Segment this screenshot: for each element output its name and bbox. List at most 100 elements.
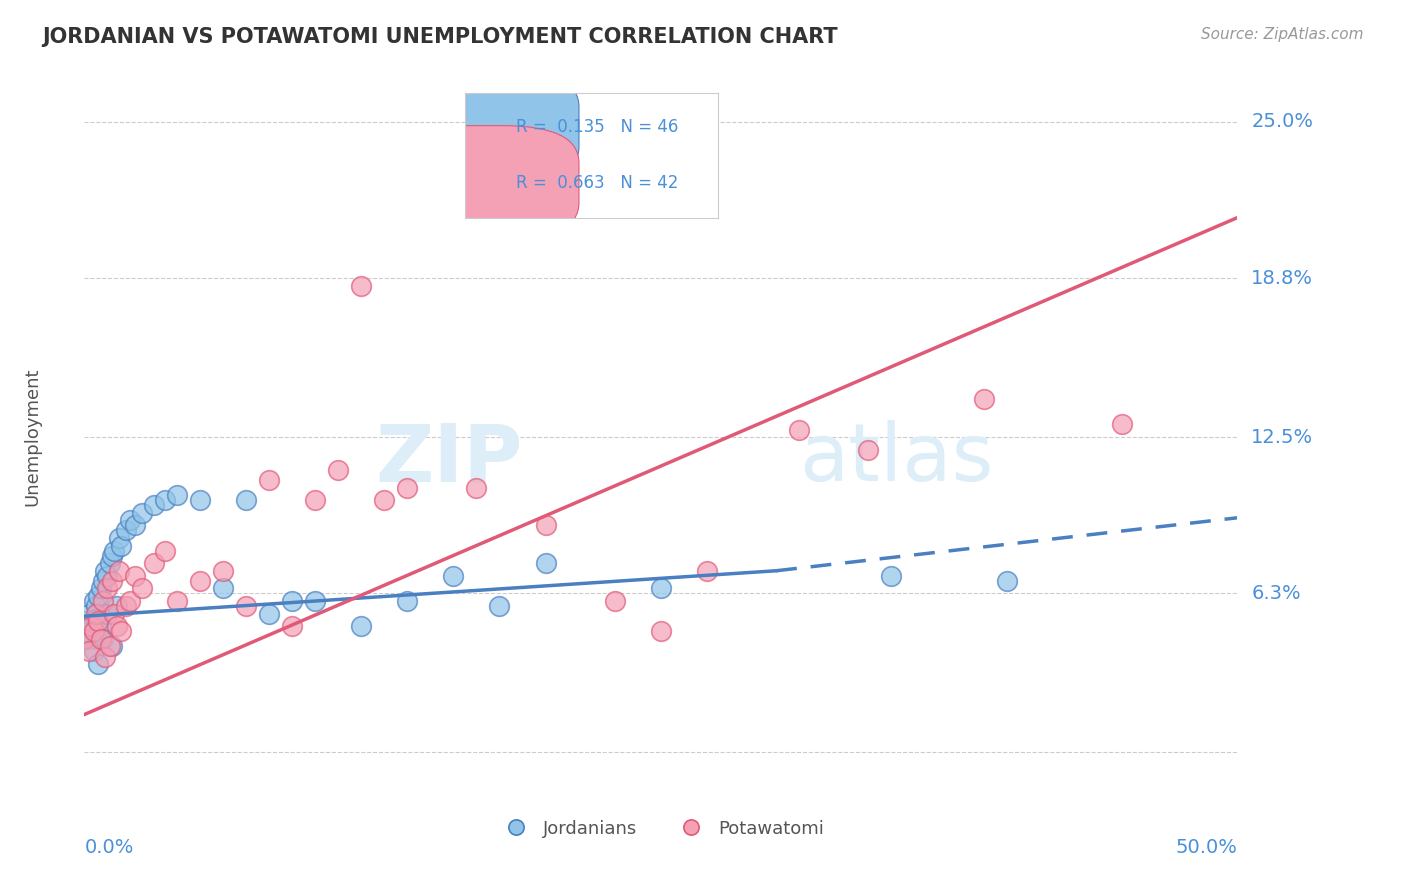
Point (350, 278, 373, 293)
Point (89, 619, 111, 633)
Point (77, 607, 100, 621)
Point (650, 582, 672, 596)
Point (142, 498, 165, 512)
Point (166, 488, 188, 502)
Point (115, 599, 138, 613)
Point (235, 493, 257, 508)
Point (80, 619, 103, 633)
Text: 50.0%: 50.0% (1175, 838, 1237, 856)
Point (87, 589, 110, 603)
Point (465, 481, 488, 495)
Text: 0.0%: 0.0% (84, 838, 134, 856)
Point (131, 506, 153, 520)
Point (211, 564, 233, 578)
Text: atlas: atlas (799, 420, 994, 498)
Text: Source: ZipAtlas.com: Source: ZipAtlas.com (1201, 27, 1364, 42)
Text: JORDANIAN VS POTAWATOMI UNEMPLOYMENT CORRELATION CHART: JORDANIAN VS POTAWATOMI UNEMPLOYMENT COR… (42, 27, 838, 46)
Point (650, 624, 672, 639)
Point (696, 564, 718, 578)
Point (995, 574, 1018, 588)
Point (83, 624, 105, 639)
Point (131, 582, 153, 596)
Text: Unemployment: Unemployment (24, 368, 42, 507)
Point (96, 569, 118, 583)
Point (87, 657, 110, 671)
Point (1111, 417, 1133, 432)
Point (110, 624, 132, 639)
Point (87, 614, 110, 628)
Point (441, 569, 464, 583)
Text: ZIP: ZIP (375, 420, 523, 498)
Point (91, 632, 114, 646)
Point (534, 556, 557, 570)
Point (396, 594, 419, 608)
Point (84, 599, 107, 613)
Point (115, 524, 138, 538)
Point (73, 614, 96, 628)
Point (96, 607, 118, 621)
Text: 6.3%: 6.3% (1251, 584, 1301, 603)
Point (89, 632, 111, 646)
Point (77, 644, 100, 658)
Point (211, 582, 233, 596)
Point (84, 612, 107, 626)
Point (257, 473, 280, 487)
Point (120, 513, 142, 527)
Point (94, 564, 117, 578)
Point (124, 518, 146, 533)
Text: 25.0%: 25.0% (1251, 112, 1313, 131)
Point (80, 619, 103, 633)
Point (105, 599, 128, 613)
Point (94, 649, 117, 664)
Point (281, 619, 304, 633)
Point (257, 607, 280, 621)
Point (858, 442, 880, 457)
Point (153, 543, 176, 558)
Point (80, 632, 103, 646)
Point (96, 582, 118, 596)
Point (76, 624, 98, 639)
Point (91, 574, 114, 588)
Point (281, 594, 304, 608)
Legend: Jordanians, Potawatomi: Jordanians, Potawatomi (491, 813, 831, 845)
Point (101, 574, 124, 588)
Text: 18.8%: 18.8% (1251, 268, 1313, 288)
Point (787, 423, 810, 437)
Point (396, 481, 419, 495)
Point (153, 493, 176, 508)
Point (89, 582, 111, 596)
Point (880, 569, 903, 583)
Point (124, 569, 146, 583)
Point (110, 539, 132, 553)
Point (304, 594, 326, 608)
Point (235, 599, 257, 613)
Point (98, 556, 121, 570)
Point (166, 594, 188, 608)
Point (326, 463, 349, 477)
Point (188, 574, 211, 588)
Point (105, 619, 128, 633)
Point (84, 607, 107, 621)
Point (108, 531, 131, 545)
Point (142, 556, 165, 570)
Point (373, 493, 395, 508)
Point (120, 594, 142, 608)
Point (98, 640, 121, 654)
Point (83, 644, 105, 658)
Point (73, 632, 96, 646)
Point (91, 594, 114, 608)
Point (103, 543, 125, 558)
Point (488, 599, 510, 613)
Point (603, 594, 626, 608)
Text: 12.5%: 12.5% (1251, 427, 1313, 447)
Point (101, 640, 124, 654)
Point (188, 493, 211, 508)
Point (83, 594, 105, 608)
Point (534, 518, 557, 533)
Point (350, 619, 373, 633)
Point (973, 392, 995, 407)
Point (304, 493, 326, 508)
Point (103, 607, 125, 621)
Point (108, 564, 131, 578)
Point (101, 549, 124, 563)
